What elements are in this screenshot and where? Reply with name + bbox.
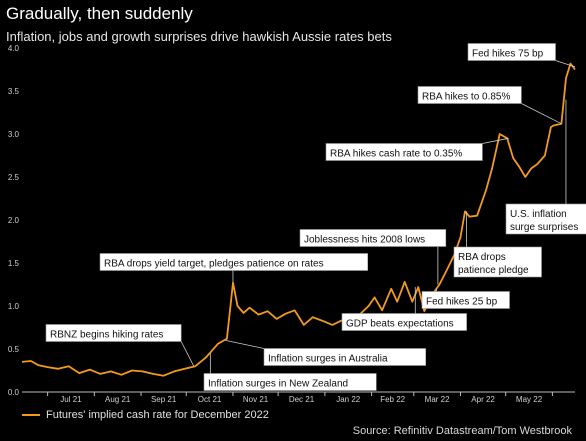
y-tick-label: 1.5 — [8, 259, 20, 268]
annotation-label: patience pledge — [458, 265, 529, 276]
annotation-box — [299, 229, 447, 247]
annotation-leader-line — [555, 60, 576, 68]
axes: 0.0 0.5 1.0 1.5 2.0 2.5 3.0 3.5 4.0 Jul 21 Aug 21 S… — [8, 44, 575, 404]
annotation-label: U.S. inflation — [510, 209, 567, 220]
annotation-box — [45, 324, 182, 342]
annotation-label: Joblessness hits 2008 lows — [304, 235, 425, 246]
annotation-box — [467, 43, 556, 61]
annotation-leader-line — [225, 340, 265, 349]
x-tick-label: Feb 22 — [380, 395, 405, 404]
x-tick-label: Nov 21 — [243, 395, 269, 404]
source-note: Source: Refinitiv Datastream/Tom Westbro… — [352, 425, 572, 437]
x-tick-label: Aug 21 — [105, 395, 131, 404]
x-tick-label: Jul 21 — [60, 395, 82, 404]
y-tick-label: 4.0 — [8, 44, 20, 53]
x-tick-label: Apr 22 — [471, 395, 495, 404]
annotation-label: RBA hikes cash rate to 0.35% — [330, 149, 462, 160]
chart-title: Gradually, then suddenly — [6, 4, 193, 23]
legend-label: Futures' implied cash rate for December … — [46, 409, 269, 421]
x-tick-label: Sep 21 — [151, 395, 177, 404]
y-tick-label: 2.5 — [8, 173, 20, 182]
annotations: RBNZ begins hiking rates Inflation surges… — [45, 43, 586, 391]
y-tick-label: 2.0 — [8, 216, 20, 225]
annotation-box — [203, 373, 377, 391]
y-tick-label: 3.5 — [8, 87, 20, 96]
y-tick-label: 0.0 — [8, 388, 20, 397]
y-tick-label: 1.0 — [8, 302, 20, 311]
series-line — [21, 62, 576, 377]
annotation-box — [99, 253, 369, 271]
annotation-leader-line — [482, 137, 509, 144]
annotation-label: Inflation surges in Australia — [268, 354, 388, 365]
annotation-leader-line — [180, 341, 195, 367]
annotation-box — [341, 313, 467, 331]
annotation-label: RBNZ begins hiking rates — [50, 330, 163, 341]
chart-subtitle: Inflation, jobs and growth surprises dri… — [6, 29, 392, 44]
annotation-label: RBA drops — [458, 252, 506, 263]
annotation-label: Fed hikes 25 bp — [426, 297, 498, 308]
y-tick-label: 0.5 — [8, 345, 20, 354]
annotation-label: RBA hikes to 0.85% — [422, 92, 510, 103]
legend-swatch — [22, 414, 40, 417]
annotation-label: Inflation surges in New Zealand — [208, 379, 348, 390]
annotation-box — [263, 348, 426, 366]
x-tick-label: Jan 22 — [336, 395, 361, 404]
annotation-label: surge surprises — [510, 222, 578, 233]
annotation-label: RBA drops yield target, pledges patience… — [104, 259, 324, 270]
annotation-box — [417, 86, 522, 104]
annotation-leader-line — [521, 103, 562, 125]
y-tick-label: 3.0 — [8, 130, 20, 139]
annotation-label: GDP beats expectations — [346, 319, 454, 330]
x-tick-label: May 22 — [516, 395, 543, 404]
series-layer — [21, 62, 576, 377]
annotation-box — [421, 291, 510, 309]
x-tick-label: Mar 22 — [425, 395, 450, 404]
annotation-box — [325, 143, 483, 161]
annotation-box — [505, 203, 586, 235]
x-tick-label: Dec 21 — [289, 395, 315, 404]
legend: Futures' implied cash rate for December … — [22, 409, 269, 421]
annotation-label: Fed hikes 75 bp — [472, 49, 544, 60]
x-tick-label: Oct 21 — [198, 395, 222, 404]
annotation-box — [453, 246, 542, 278]
